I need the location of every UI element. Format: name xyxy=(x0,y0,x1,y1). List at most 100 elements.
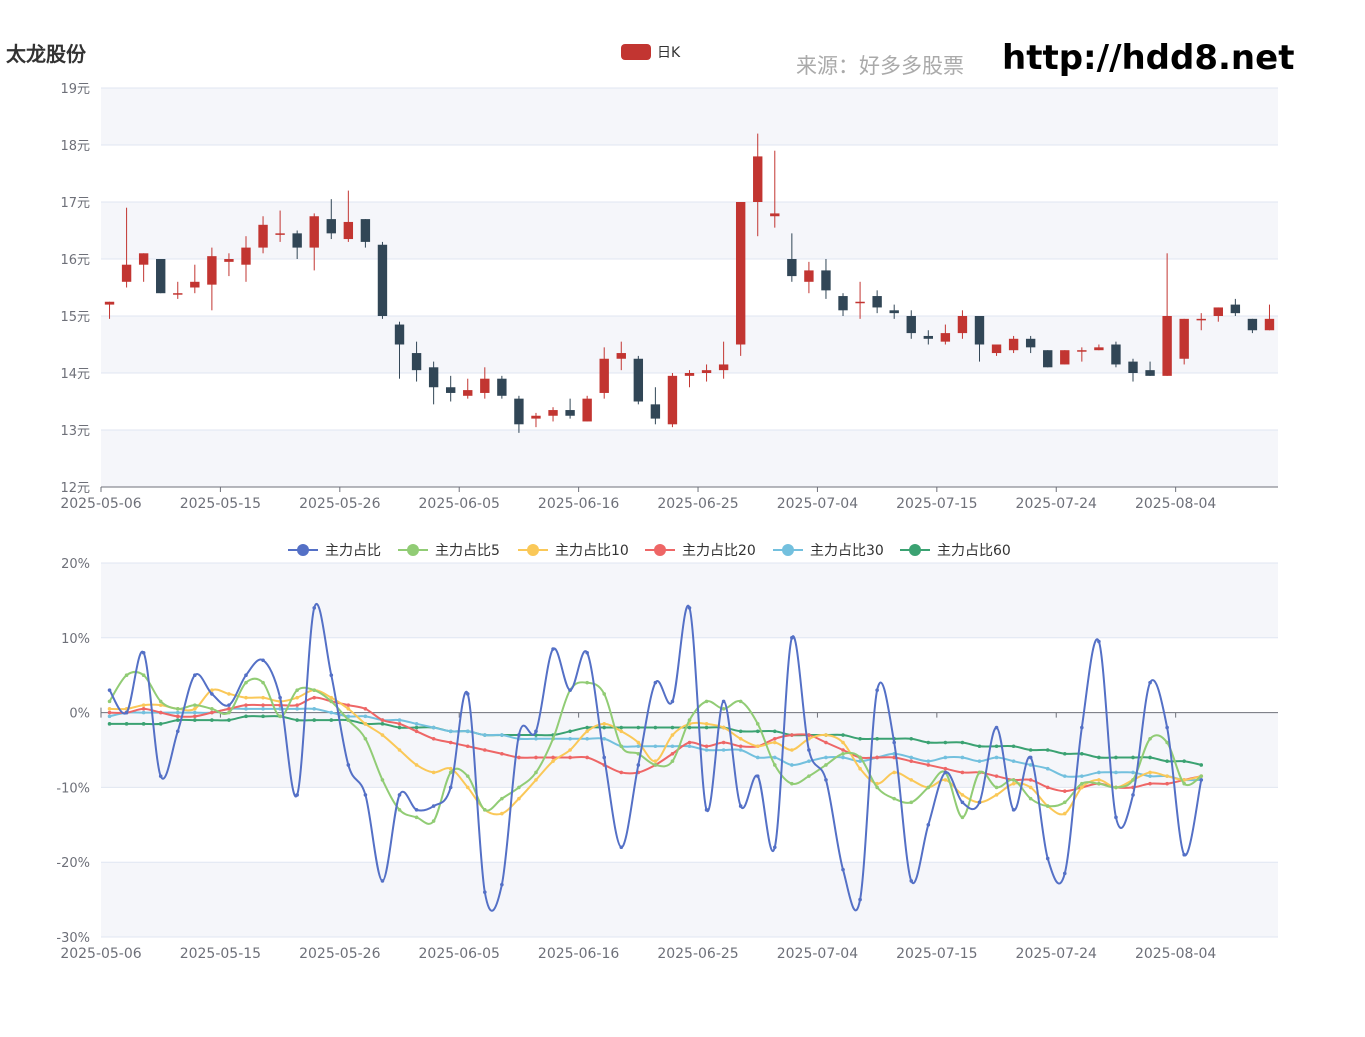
series-point xyxy=(585,755,589,760)
candle-body xyxy=(156,259,166,294)
series-point xyxy=(909,778,914,782)
ratio-x-tick-label: 2025-06-05 xyxy=(419,946,500,962)
series-point xyxy=(397,748,402,752)
series-point xyxy=(1182,781,1186,786)
legend-series-label: 主力占比60 xyxy=(937,543,1011,559)
series-point xyxy=(210,688,214,692)
series-point xyxy=(960,800,965,805)
ratio-x-tick-label: 2025-07-15 xyxy=(896,946,977,962)
price-grid-band xyxy=(101,202,1278,259)
ratio-grid-band xyxy=(101,862,1278,937)
legend-dot-icon xyxy=(407,544,419,556)
series-point xyxy=(1062,751,1067,756)
series-point xyxy=(261,707,265,711)
series-point xyxy=(414,729,419,734)
series-point xyxy=(1011,778,1016,782)
series-point xyxy=(909,755,914,760)
candle-body xyxy=(121,264,132,282)
series-point xyxy=(790,763,794,767)
series-point xyxy=(892,770,896,775)
series-point xyxy=(926,823,931,827)
series-point xyxy=(1028,763,1033,767)
candle-body xyxy=(309,216,319,248)
series-point xyxy=(312,718,317,722)
series-point xyxy=(602,736,607,741)
series-point xyxy=(977,800,982,805)
series-point xyxy=(517,785,521,790)
series-point xyxy=(465,774,470,778)
series-point xyxy=(653,680,658,685)
series-point xyxy=(653,725,658,730)
series-point xyxy=(602,692,607,696)
series-point xyxy=(1028,748,1033,752)
series-point xyxy=(602,755,607,760)
series-point xyxy=(124,710,129,715)
series-point xyxy=(943,766,948,771)
legend-dot-icon xyxy=(782,544,794,556)
site-url[interactable]: http://hdd8.net xyxy=(1002,38,1295,78)
series-point xyxy=(977,744,982,749)
series-point xyxy=(1148,736,1152,741)
price-x-tick-label: 2025-05-15 xyxy=(180,496,261,512)
candle-body xyxy=(190,281,200,288)
legend-candle-label: 日K xyxy=(657,45,681,61)
series-point xyxy=(1011,781,1016,786)
series-point xyxy=(568,755,572,760)
series-point xyxy=(790,636,794,640)
series-point xyxy=(158,722,163,726)
series-point xyxy=(926,763,931,767)
price-x-tick-label: 2025-08-04 xyxy=(1135,496,1216,512)
series-point xyxy=(772,845,777,850)
series-point xyxy=(261,658,265,663)
series-point xyxy=(312,606,317,610)
series-point xyxy=(227,707,231,711)
series-point xyxy=(943,770,948,775)
ratio-x-tick-label: 2025-07-24 xyxy=(1016,946,1097,962)
series-point xyxy=(1080,751,1084,756)
series-point xyxy=(1114,815,1118,820)
series-point xyxy=(534,729,538,734)
series-point xyxy=(1114,755,1118,760)
series-point xyxy=(431,770,436,775)
series-line-0 xyxy=(108,603,1203,912)
series-point xyxy=(704,808,709,812)
ratio-tick-label: -10% xyxy=(56,781,90,796)
series-point xyxy=(193,710,197,715)
series-point xyxy=(500,811,504,816)
series-point xyxy=(721,699,726,704)
series-point xyxy=(107,714,112,719)
series-point xyxy=(670,751,675,756)
series-point xyxy=(858,736,862,741)
series-point xyxy=(346,763,351,767)
legend-series-label: 主力占比5 xyxy=(435,543,500,559)
series-point xyxy=(858,755,862,760)
series-point xyxy=(465,744,470,749)
series-point xyxy=(841,740,845,745)
series-point xyxy=(824,740,828,745)
series-point xyxy=(175,729,180,734)
series-point xyxy=(158,774,163,778)
series-point xyxy=(141,707,146,711)
series-point xyxy=(1165,725,1169,730)
series-point xyxy=(1097,639,1101,644)
series-point xyxy=(1080,725,1084,730)
series-point xyxy=(1097,781,1101,786)
ratio-tick-label: 0% xyxy=(69,707,90,722)
series-point xyxy=(278,695,282,700)
candle-body xyxy=(889,310,899,314)
series-point xyxy=(636,751,641,756)
series-point xyxy=(227,718,231,722)
series-point xyxy=(1062,774,1067,778)
price-tick-label: 17元 xyxy=(60,196,90,211)
series-point xyxy=(517,796,521,801)
series-point xyxy=(534,778,538,782)
series-point xyxy=(346,707,351,711)
ratio-x-tick-label: 2025-06-25 xyxy=(657,946,738,962)
series-point xyxy=(1097,770,1101,775)
series-point xyxy=(790,733,794,737)
ratio-tick-label: 20% xyxy=(61,557,90,572)
series-point xyxy=(158,710,163,715)
series-point xyxy=(687,725,692,730)
series-point xyxy=(738,736,743,741)
